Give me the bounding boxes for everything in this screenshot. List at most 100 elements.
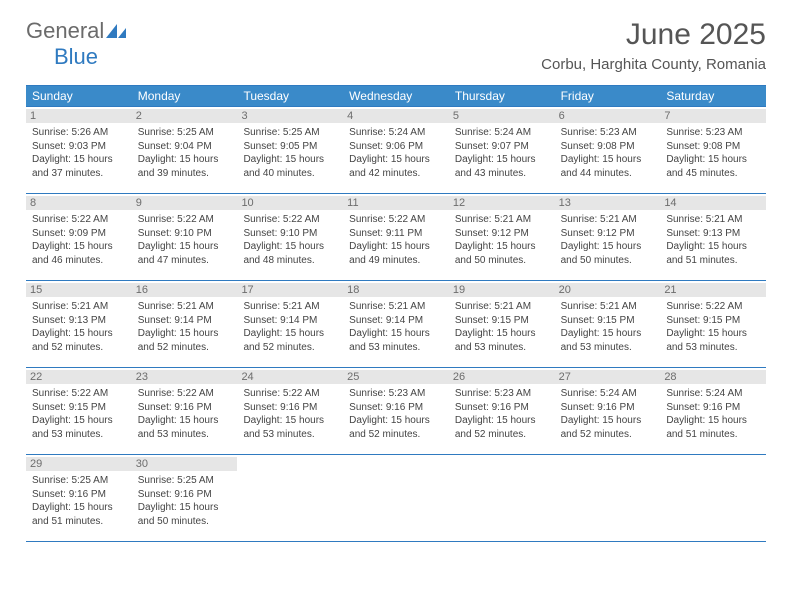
day-number: 10 [237,196,343,210]
daylight-line: Daylight: 15 hours and 52 minutes. [138,327,232,354]
day-number: 16 [132,283,238,297]
day-number: 2 [132,109,238,123]
calendar-day: 8Sunrise: 5:22 AMSunset: 9:09 PMDaylight… [26,194,132,280]
sunrise-line: Sunrise: 5:21 AM [666,213,760,227]
sunset-line: Sunset: 9:13 PM [666,227,760,241]
calendar-day: 29Sunrise: 5:25 AMSunset: 9:16 PMDayligh… [26,455,132,541]
sunrise-line: Sunrise: 5:21 AM [349,300,443,314]
sunrise-line: Sunrise: 5:21 AM [455,300,549,314]
daylight-line: Daylight: 15 hours and 53 minutes. [243,414,337,441]
sunset-line: Sunset: 9:10 PM [138,227,232,241]
calendar-day: 9Sunrise: 5:22 AMSunset: 9:10 PMDaylight… [132,194,238,280]
calendar-week: 29Sunrise: 5:25 AMSunset: 9:16 PMDayligh… [26,454,766,542]
calendar-day: 6Sunrise: 5:23 AMSunset: 9:08 PMDaylight… [555,107,661,193]
sunset-line: Sunset: 9:12 PM [455,227,549,241]
sunrise-line: Sunrise: 5:22 AM [138,213,232,227]
calendar-week: 15Sunrise: 5:21 AMSunset: 9:13 PMDayligh… [26,280,766,367]
day-number: 26 [449,370,555,384]
day-number: 13 [555,196,661,210]
sunrise-line: Sunrise: 5:22 AM [349,213,443,227]
sunrise-line: Sunrise: 5:23 AM [349,387,443,401]
daylight-line: Daylight: 15 hours and 39 minutes. [138,153,232,180]
calendar-week: 1Sunrise: 5:26 AMSunset: 9:03 PMDaylight… [26,106,766,193]
sunset-line: Sunset: 9:14 PM [349,314,443,328]
sunset-line: Sunset: 9:15 PM [666,314,760,328]
calendar-day: 2 Sunrise: 5:25 AMSunset: 9:04 PMDaylight… [132,107,238,193]
daylight-line: Daylight: 15 hours and 52 minutes. [561,414,655,441]
calendar-day: 22Sunrise: 5:22 AMSunset: 9:15 PMDayligh… [26,368,132,454]
day-number: 3 [237,109,343,123]
sunset-line: Sunset: 9:08 PM [666,140,760,154]
sunset-line: Sunset: 9:16 PM [32,488,126,502]
logo-text-general: General [26,18,104,44]
sunrise-line: Sunrise: 5:25 AM [138,126,232,140]
sunrise-line: Sunrise: 5:25 AM [138,474,232,488]
daylight-line: Daylight: 15 hours and 52 minutes. [32,327,126,354]
daylight-line: Daylight: 15 hours and 43 minutes. [455,153,549,180]
calendar-day: 23Sunrise: 5:22 AMSunset: 9:16 PMDayligh… [132,368,238,454]
daylight-line: Daylight: 15 hours and 46 minutes. [32,240,126,267]
sunrise-line: Sunrise: 5:21 AM [455,213,549,227]
logo-sail-icon [106,23,128,44]
sunset-line: Sunset: 9:13 PM [32,314,126,328]
daylight-line: Daylight: 15 hours and 52 minutes. [455,414,549,441]
daylight-line: Daylight: 15 hours and 53 minutes. [561,327,655,354]
day-number: 21 [660,283,766,297]
sunrise-line: Sunrise: 5:22 AM [32,387,126,401]
sunrise-line: Sunrise: 5:22 AM [666,300,760,314]
sunrise-line: Sunrise: 5:24 AM [349,126,443,140]
sunrise-line: Sunrise: 5:21 AM [243,300,337,314]
day-of-week-header: Sunday [26,86,132,106]
sunset-line: Sunset: 9:16 PM [455,401,549,415]
sunset-line: Sunset: 9:16 PM [349,401,443,415]
day-number: 1 [26,109,132,123]
day-number: 8 [26,196,132,210]
calendar-day: 15Sunrise: 5:21 AMSunset: 9:13 PMDayligh… [26,281,132,367]
sunrise-line: Sunrise: 5:23 AM [561,126,655,140]
sunrise-line: Sunrise: 5:24 AM [561,387,655,401]
days-of-week-header: SundayMondayTuesdayWednesdayThursdayFrid… [26,86,766,106]
sunset-line: Sunset: 9:15 PM [455,314,549,328]
daylight-line: Daylight: 15 hours and 37 minutes. [32,153,126,180]
day-number: 12 [449,196,555,210]
day-of-week-header: Saturday [660,86,766,106]
day-of-week-header: Monday [132,86,238,106]
calendar-week: 8Sunrise: 5:22 AMSunset: 9:09 PMDaylight… [26,193,766,280]
sunrise-line: Sunrise: 5:22 AM [138,387,232,401]
sunrise-line: Sunrise: 5:24 AM [455,126,549,140]
daylight-line: Daylight: 15 hours and 53 minutes. [455,327,549,354]
sunset-line: Sunset: 9:15 PM [32,401,126,415]
sunset-line: Sunset: 9:16 PM [243,401,337,415]
calendar-day-empty [343,455,449,541]
sunrise-line: Sunrise: 5:26 AM [32,126,126,140]
daylight-line: Daylight: 15 hours and 49 minutes. [349,240,443,267]
logo: GeneralBlue [26,18,128,70]
day-number: 20 [555,283,661,297]
sunset-line: Sunset: 9:16 PM [138,488,232,502]
calendar-week: 22Sunrise: 5:22 AMSunset: 9:15 PMDayligh… [26,367,766,454]
sunset-line: Sunset: 9:06 PM [349,140,443,154]
daylight-line: Daylight: 15 hours and 44 minutes. [561,153,655,180]
sunrise-line: Sunrise: 5:22 AM [243,387,337,401]
day-number: 23 [132,370,238,384]
calendar: SundayMondayTuesdayWednesdayThursdayFrid… [26,85,766,542]
sunset-line: Sunset: 9:04 PM [138,140,232,154]
sunset-line: Sunset: 9:15 PM [561,314,655,328]
daylight-line: Daylight: 15 hours and 48 minutes. [243,240,337,267]
sunrise-line: Sunrise: 5:22 AM [32,213,126,227]
sunset-line: Sunset: 9:16 PM [666,401,760,415]
day-number: 25 [343,370,449,384]
sunrise-line: Sunrise: 5:23 AM [666,126,760,140]
daylight-line: Daylight: 15 hours and 52 minutes. [243,327,337,354]
day-number: 15 [26,283,132,297]
sunset-line: Sunset: 9:07 PM [455,140,549,154]
daylight-line: Daylight: 15 hours and 42 minutes. [349,153,443,180]
sunrise-line: Sunrise: 5:22 AM [243,213,337,227]
sunset-line: Sunset: 9:03 PM [32,140,126,154]
calendar-day: 19Sunrise: 5:21 AMSunset: 9:15 PMDayligh… [449,281,555,367]
daylight-line: Daylight: 15 hours and 53 minutes. [138,414,232,441]
sunset-line: Sunset: 9:16 PM [561,401,655,415]
daylight-line: Daylight: 15 hours and 51 minutes. [666,414,760,441]
calendar-day: 4Sunrise: 5:24 AMSunset: 9:06 PMDaylight… [343,107,449,193]
calendar-day: 7Sunrise: 5:23 AMSunset: 9:08 PMDaylight… [660,107,766,193]
